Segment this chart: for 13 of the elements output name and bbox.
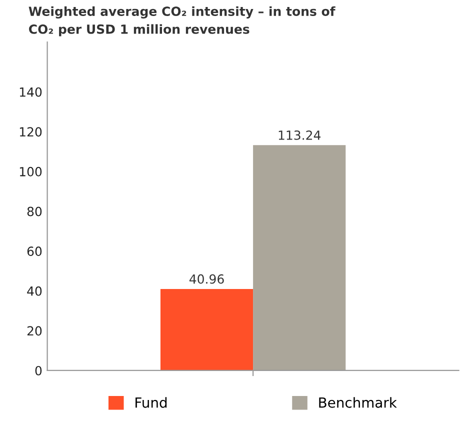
y-tick-label: 140 bbox=[20, 87, 42, 97]
y-tick-label: 80 bbox=[27, 206, 42, 216]
chart-title: Weighted average CO₂ intensity – in tons of CO₂ per USD 1 million revenues bbox=[28, 6, 336, 36]
y-tick-label: 60 bbox=[27, 246, 42, 256]
y-tick-label: 120 bbox=[20, 127, 42, 137]
y-tick-label: 100 bbox=[20, 166, 42, 176]
legend-label: Benchmark bbox=[319, 397, 397, 408]
data-label: 40.96 bbox=[189, 274, 224, 284]
y-tick-label: 40 bbox=[27, 286, 42, 296]
data-label: 113.24 bbox=[278, 130, 321, 140]
legend-label: Fund bbox=[136, 397, 167, 408]
y-tick-label: 20 bbox=[27, 326, 42, 336]
y-tick-label: 0 bbox=[35, 366, 42, 376]
